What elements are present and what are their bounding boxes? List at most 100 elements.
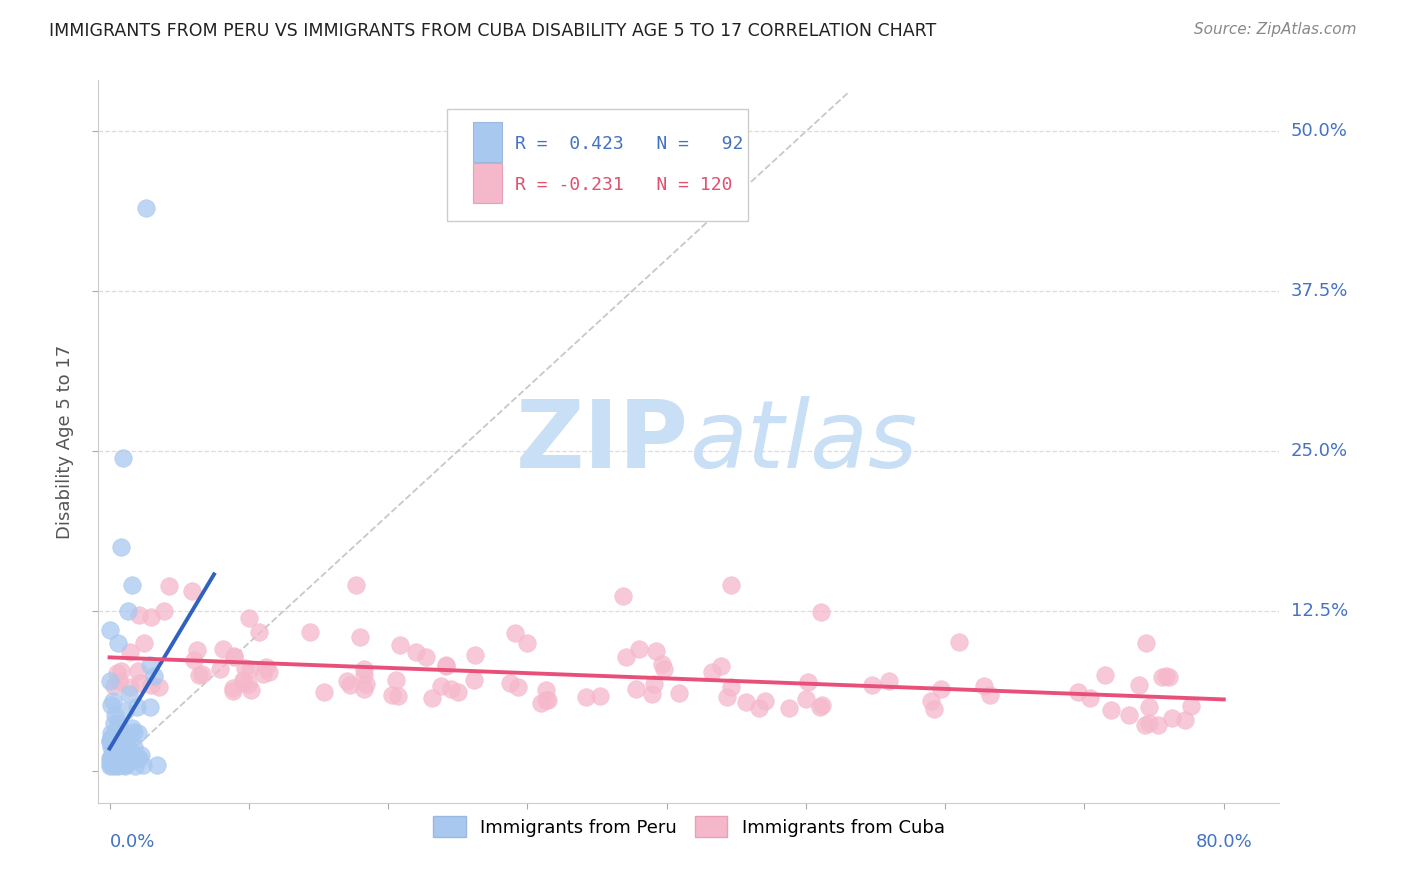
Legend: Immigrants from Peru, Immigrants from Cuba: Immigrants from Peru, Immigrants from Cu…	[426, 809, 952, 845]
Point	[100, 731, 122, 745]
Point	[339, 677, 361, 691]
Point	[129, 747, 152, 762]
Point	[141, 610, 163, 624]
Point	[110, 754, 132, 768]
Point	[127, 664, 149, 678]
Point	[257, 665, 280, 679]
Point	[720, 681, 742, 695]
Text: ZIP: ZIP	[516, 395, 689, 488]
Point	[614, 649, 637, 664]
Point	[627, 642, 650, 657]
Point	[153, 604, 176, 618]
Point	[808, 700, 831, 714]
Point	[811, 698, 834, 712]
Text: 25.0%: 25.0%	[1291, 442, 1348, 460]
Point	[101, 747, 124, 762]
FancyBboxPatch shape	[472, 163, 502, 203]
Point	[1133, 718, 1156, 732]
Point	[98, 759, 121, 773]
Point	[117, 740, 139, 755]
Point	[139, 700, 162, 714]
Point	[254, 660, 277, 674]
Point	[794, 692, 817, 706]
Point	[138, 658, 160, 673]
Y-axis label: Disability Age 5 to 17: Disability Age 5 to 17	[56, 344, 75, 539]
Point	[252, 667, 274, 681]
Point	[187, 668, 209, 682]
Point	[128, 676, 150, 690]
Point	[506, 681, 529, 695]
Point	[434, 658, 457, 673]
Point	[924, 702, 946, 716]
Point	[100, 725, 122, 739]
Point	[127, 726, 149, 740]
Point	[440, 681, 463, 696]
Point	[716, 690, 738, 704]
Point	[100, 731, 122, 746]
Point	[143, 669, 166, 683]
Point	[148, 681, 170, 695]
Text: Source: ZipAtlas.com: Source: ZipAtlas.com	[1194, 22, 1357, 37]
Point	[238, 677, 260, 691]
Point	[98, 623, 121, 637]
Point	[110, 756, 132, 771]
Point	[125, 699, 148, 714]
Point	[131, 758, 153, 772]
Text: 37.5%: 37.5%	[1291, 282, 1348, 301]
Point	[589, 689, 612, 703]
Point	[108, 754, 131, 768]
Point	[120, 645, 142, 659]
Point	[1180, 699, 1202, 714]
Point	[222, 649, 245, 664]
Point	[100, 751, 122, 765]
Point	[101, 732, 124, 747]
Point	[107, 759, 129, 773]
Point	[124, 759, 146, 773]
Point	[668, 686, 690, 700]
Point	[120, 749, 142, 764]
Point	[536, 683, 558, 698]
Point	[120, 680, 142, 694]
Point	[233, 661, 256, 675]
Point	[356, 677, 378, 691]
Point	[107, 717, 129, 731]
Point	[1152, 670, 1174, 684]
Point	[118, 743, 141, 757]
Point	[100, 757, 122, 772]
Point	[121, 721, 143, 735]
Point	[103, 755, 125, 769]
Point	[101, 748, 124, 763]
Point	[104, 708, 127, 723]
Point	[110, 540, 132, 554]
Point	[191, 666, 214, 681]
Point	[312, 685, 335, 699]
Point	[112, 758, 135, 772]
Point	[336, 673, 359, 688]
Point	[415, 649, 437, 664]
Point	[1137, 715, 1160, 730]
Point	[1135, 636, 1157, 650]
Point	[536, 693, 558, 707]
Point	[128, 751, 150, 765]
Point	[183, 653, 205, 667]
Point	[105, 757, 128, 772]
Point	[353, 681, 375, 696]
Point	[575, 690, 598, 704]
Point	[108, 752, 131, 766]
Point	[877, 673, 900, 688]
Point	[98, 733, 121, 747]
Point	[103, 746, 125, 760]
Point	[117, 688, 139, 702]
Point	[973, 679, 995, 693]
Point	[702, 665, 724, 680]
Point	[105, 725, 128, 739]
Point	[98, 674, 121, 689]
Point	[420, 691, 443, 706]
Text: atlas: atlas	[689, 396, 917, 487]
Point	[1159, 670, 1181, 684]
Point	[124, 725, 146, 739]
Point	[979, 688, 1001, 702]
Point	[381, 688, 404, 702]
Point	[463, 673, 485, 687]
Point	[112, 746, 135, 760]
